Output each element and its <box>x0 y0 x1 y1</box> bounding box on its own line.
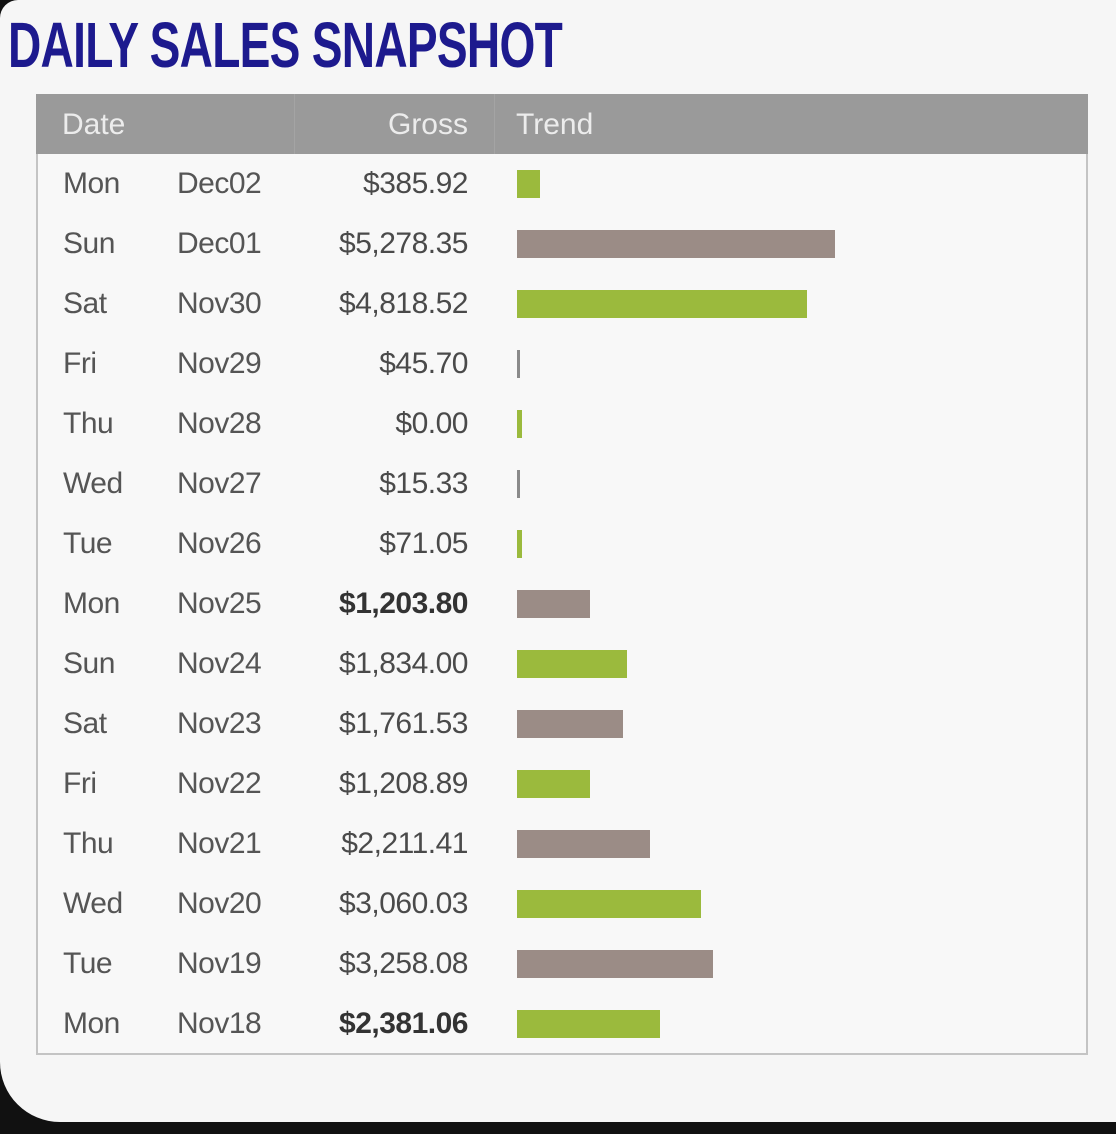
table-header: Date Gross Trend <box>36 94 1088 154</box>
row-date: Dec01 <box>177 227 262 260</box>
trend-bar <box>517 890 702 918</box>
row-gross: $2,381.06 <box>339 1007 468 1040</box>
table-row: Tue Nov19 $3,258.08 <box>38 934 1086 994</box>
row-day: Mon <box>63 587 120 620</box>
table-row: Wed Nov27 $15.33 <box>38 454 1086 514</box>
trend-bar <box>517 830 651 858</box>
row-date: Nov25 <box>177 587 262 620</box>
row-date: Dec02 <box>177 167 262 200</box>
trend-bar <box>517 410 522 438</box>
table-row: Mon Dec02 $385.92 <box>38 154 1086 214</box>
page-title: DAILY SALES SNAPSHOT <box>8 9 563 81</box>
row-date: Nov26 <box>177 527 262 560</box>
row-day: Fri <box>63 767 97 800</box>
trend-bar <box>517 1010 661 1038</box>
trend-bar <box>517 470 520 498</box>
trend-bar <box>517 770 590 798</box>
row-gross: $2,211.41 <box>341 827 468 860</box>
row-gross: $3,258.08 <box>339 947 468 980</box>
table-row: Sun Dec01 $5,278.35 <box>38 214 1086 274</box>
row-gross: $3,060.03 <box>339 887 468 920</box>
trend-bar <box>517 530 522 558</box>
row-gross: $1,208.89 <box>339 767 468 800</box>
row-gross: $385.92 <box>363 167 468 200</box>
row-date: Nov20 <box>177 887 262 920</box>
row-date: Nov24 <box>177 647 262 680</box>
table-row: Fri Nov29 $45.70 <box>38 334 1086 394</box>
row-day: Sat <box>63 287 107 320</box>
row-day: Sat <box>63 707 107 740</box>
table-row: Sat Nov30 $4,818.52 <box>38 274 1086 334</box>
row-date: Nov27 <box>177 467 262 500</box>
row-date: Nov19 <box>177 947 262 980</box>
row-gross: $5,278.35 <box>339 227 468 260</box>
row-day: Wed <box>63 467 123 500</box>
row-date: Nov29 <box>177 347 262 380</box>
row-gross: $71.05 <box>379 527 468 560</box>
row-day: Sun <box>63 227 115 260</box>
row-day: Mon <box>63 167 120 200</box>
header-date: Date <box>62 108 126 141</box>
row-date: Nov22 <box>177 767 262 800</box>
trend-bar <box>517 650 628 678</box>
trend-bar <box>517 230 835 258</box>
trend-bar <box>517 950 714 978</box>
table-row: Mon Nov25 $1,203.80 <box>38 574 1086 634</box>
table-row: Thu Nov28 $0.00 <box>38 394 1086 454</box>
row-date: Nov21 <box>177 827 262 860</box>
row-gross: $45.70 <box>379 347 468 380</box>
row-day: Mon <box>63 1007 120 1040</box>
header-divider <box>494 94 495 154</box>
trend-bar <box>517 710 624 738</box>
row-gross: $1,834.00 <box>339 647 468 680</box>
row-day: Thu <box>63 827 114 860</box>
row-date: Nov30 <box>177 287 262 320</box>
table-row: Thu Nov21 $2,211.41 <box>38 814 1086 874</box>
row-date: Nov23 <box>177 707 262 740</box>
header-trend: Trend <box>516 108 594 141</box>
row-day: Tue <box>63 527 113 560</box>
row-date: Nov28 <box>177 407 262 440</box>
table-row: Mon Nov18 $2,381.06 <box>38 994 1086 1054</box>
trend-bar <box>517 590 590 618</box>
row-gross: $1,761.53 <box>339 707 468 740</box>
table-row: Sat Nov23 $1,761.53 <box>38 694 1086 754</box>
table-row: Tue Nov26 $71.05 <box>38 514 1086 574</box>
trend-bar <box>517 350 520 378</box>
table-row: Sun Nov24 $1,834.00 <box>38 634 1086 694</box>
row-day: Wed <box>63 887 123 920</box>
row-gross: $4,818.52 <box>339 287 468 320</box>
header-gross: Gross <box>387 108 468 141</box>
row-date: Nov18 <box>177 1007 262 1040</box>
trend-bar <box>517 170 541 198</box>
row-gross: $0.00 <box>395 407 468 440</box>
table-row: Wed Nov20 $3,060.03 <box>38 874 1086 934</box>
row-day: Thu <box>63 407 114 440</box>
trend-bar <box>517 290 808 318</box>
table-row: Fri Nov22 $1,208.89 <box>38 754 1086 814</box>
row-gross: $1,203.80 <box>339 587 468 620</box>
row-day: Fri <box>63 347 97 380</box>
row-gross: $15.33 <box>379 467 468 500</box>
row-day: Sun <box>63 647 115 680</box>
header-divider <box>294 94 295 154</box>
row-day: Tue <box>63 947 113 980</box>
sales-table: Date Gross Trend Mon Dec02 $385.92 Sun Dec01… <box>36 94 1088 1055</box>
